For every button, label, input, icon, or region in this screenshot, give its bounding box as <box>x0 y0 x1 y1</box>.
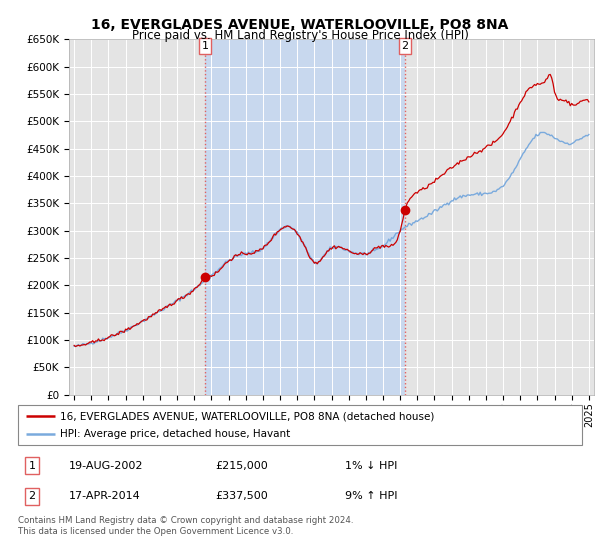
Text: £337,500: £337,500 <box>215 491 268 501</box>
Text: 19-AUG-2002: 19-AUG-2002 <box>69 460 143 470</box>
Text: 1% ↓ HPI: 1% ↓ HPI <box>345 460 397 470</box>
Text: £215,000: £215,000 <box>215 460 268 470</box>
Text: 16, EVERGLADES AVENUE, WATERLOOVILLE, PO8 8NA: 16, EVERGLADES AVENUE, WATERLOOVILLE, PO… <box>91 18 509 32</box>
Text: 1: 1 <box>202 41 209 51</box>
Text: 9% ↑ HPI: 9% ↑ HPI <box>345 491 398 501</box>
Text: 17-APR-2014: 17-APR-2014 <box>69 491 140 501</box>
Text: 16, EVERGLADES AVENUE, WATERLOOVILLE, PO8 8NA (detached house): 16, EVERGLADES AVENUE, WATERLOOVILLE, PO… <box>60 411 434 421</box>
Text: 2: 2 <box>401 41 409 51</box>
Bar <box>205 39 405 395</box>
Text: Contains HM Land Registry data © Crown copyright and database right 2024.
This d: Contains HM Land Registry data © Crown c… <box>18 516 353 536</box>
Text: 1: 1 <box>29 460 35 470</box>
Text: HPI: Average price, detached house, Havant: HPI: Average price, detached house, Hava… <box>60 429 290 439</box>
Text: 2: 2 <box>29 491 35 501</box>
Text: Price paid vs. HM Land Registry's House Price Index (HPI): Price paid vs. HM Land Registry's House … <box>131 29 469 42</box>
